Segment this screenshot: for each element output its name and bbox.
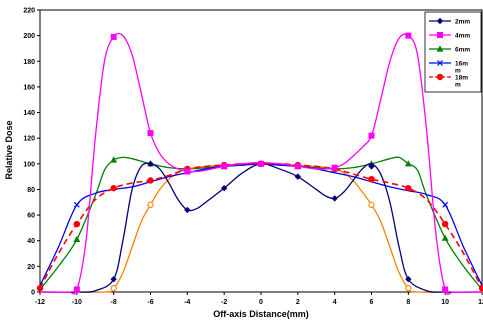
x-tick-label: -12 bbox=[35, 299, 45, 306]
data-point bbox=[405, 32, 412, 39]
x-tick-label: -6 bbox=[147, 299, 153, 306]
series-4mm-group bbox=[39, 32, 483, 296]
data-point bbox=[405, 275, 412, 283]
y-tick-label: 180 bbox=[23, 59, 35, 66]
legend-box bbox=[424, 11, 482, 93]
x-tick-label: -8 bbox=[111, 299, 117, 306]
y-tick-label: 220 bbox=[23, 8, 35, 15]
legend-label: 16m bbox=[455, 61, 468, 68]
data-point bbox=[442, 286, 449, 293]
data-point bbox=[184, 206, 191, 214]
x-tick-label: 6 bbox=[370, 299, 374, 306]
data-point bbox=[331, 164, 338, 171]
legend-label-wrap: m bbox=[455, 68, 461, 75]
x-tick-label: -10 bbox=[72, 299, 82, 306]
data-point bbox=[110, 184, 117, 192]
y-tick-label: 120 bbox=[23, 136, 35, 143]
data-point bbox=[110, 156, 118, 163]
data-point bbox=[110, 285, 117, 292]
data-point bbox=[110, 275, 117, 283]
data-point bbox=[441, 234, 449, 241]
y-tick-label: 20 bbox=[27, 264, 35, 271]
y-tick-label: 0 bbox=[31, 290, 35, 297]
y-tick-label: 200 bbox=[23, 33, 35, 40]
data-point bbox=[220, 184, 228, 192]
legend-label: 4mm bbox=[455, 33, 470, 40]
data-point bbox=[73, 201, 80, 208]
y-tick-label: 140 bbox=[23, 110, 35, 117]
data-point bbox=[442, 201, 449, 208]
data-point bbox=[441, 220, 449, 228]
x-tick-label: 0 bbox=[259, 299, 263, 306]
data-point bbox=[368, 201, 375, 208]
data-point bbox=[368, 132, 375, 139]
data-point bbox=[258, 160, 264, 167]
data-point bbox=[110, 33, 117, 40]
data-point bbox=[294, 163, 301, 170]
legend-label: 2mm bbox=[455, 19, 470, 26]
x-tick-label: 4 bbox=[333, 299, 337, 306]
y-tick-label: 160 bbox=[23, 84, 35, 91]
y-axis-title: Relative Dose bbox=[4, 120, 14, 179]
data-point bbox=[147, 160, 154, 168]
legend-marker bbox=[436, 73, 444, 81]
data-point bbox=[73, 235, 81, 243]
plot-area bbox=[39, 9, 483, 293]
x-tick-label: 12 bbox=[478, 299, 483, 306]
legend-marker bbox=[437, 60, 443, 66]
y-tick-label: 80 bbox=[27, 187, 35, 194]
legend-label: 18m bbox=[455, 75, 468, 82]
x-tick-label: 8 bbox=[406, 299, 410, 306]
data-point bbox=[368, 176, 375, 183]
data-point bbox=[147, 130, 154, 137]
x-tick-label: 10 bbox=[441, 299, 449, 306]
x-axis-title: Off-axis Distance(mm) bbox=[213, 309, 309, 319]
x-tick-label: -2 bbox=[221, 299, 227, 306]
data-point bbox=[294, 173, 302, 180]
data-point bbox=[405, 184, 412, 192]
y-tick-label: 100 bbox=[23, 161, 35, 168]
x-tick-label: 2 bbox=[296, 299, 300, 306]
data-point bbox=[36, 284, 44, 292]
data-point bbox=[368, 163, 375, 170]
data-point bbox=[221, 163, 228, 170]
legend-marker bbox=[436, 45, 444, 52]
legend-marker bbox=[436, 17, 444, 25]
data-point bbox=[73, 286, 80, 293]
data-point bbox=[73, 220, 81, 228]
data-point bbox=[147, 201, 154, 208]
data-point bbox=[331, 195, 338, 202]
data-point bbox=[405, 285, 412, 292]
data-point bbox=[478, 284, 483, 292]
data-point bbox=[404, 160, 412, 167]
legend-label-wrap: m bbox=[455, 82, 461, 89]
y-tick-label: 60 bbox=[27, 213, 35, 220]
data-point bbox=[147, 177, 154, 184]
x-tick-label: -4 bbox=[184, 299, 190, 306]
legend-label: 6mm bbox=[455, 47, 470, 54]
series-layer bbox=[36, 32, 483, 296]
data-point bbox=[184, 168, 191, 175]
y-tick-label: 40 bbox=[27, 238, 35, 245]
legend-marker bbox=[437, 32, 443, 38]
